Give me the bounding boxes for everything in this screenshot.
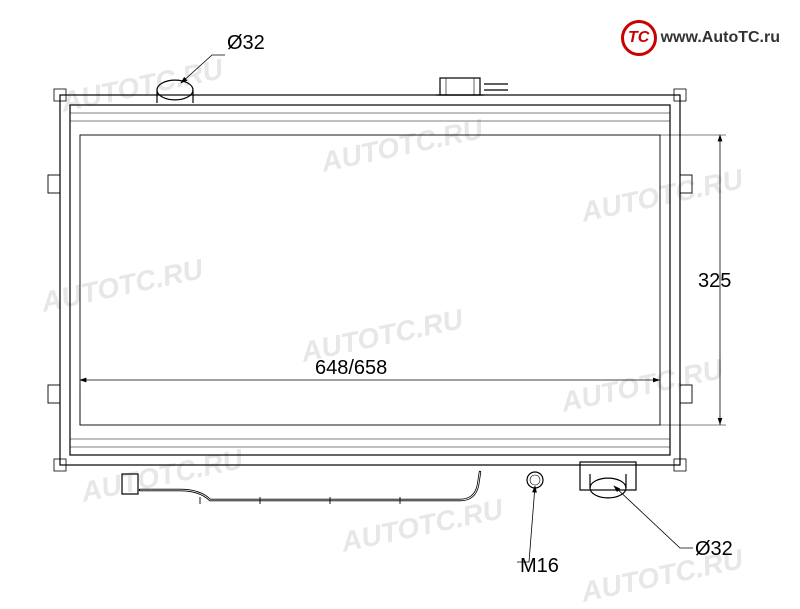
radiator-diagram (0, 0, 800, 600)
label-bottom-diameter: Ø32 (695, 538, 733, 561)
label-height-dim: 325 (698, 270, 731, 293)
label-top-diameter: Ø32 (227, 32, 265, 55)
label-thread: M16 (520, 555, 559, 578)
label-width-dim: 648/658 (315, 357, 387, 380)
